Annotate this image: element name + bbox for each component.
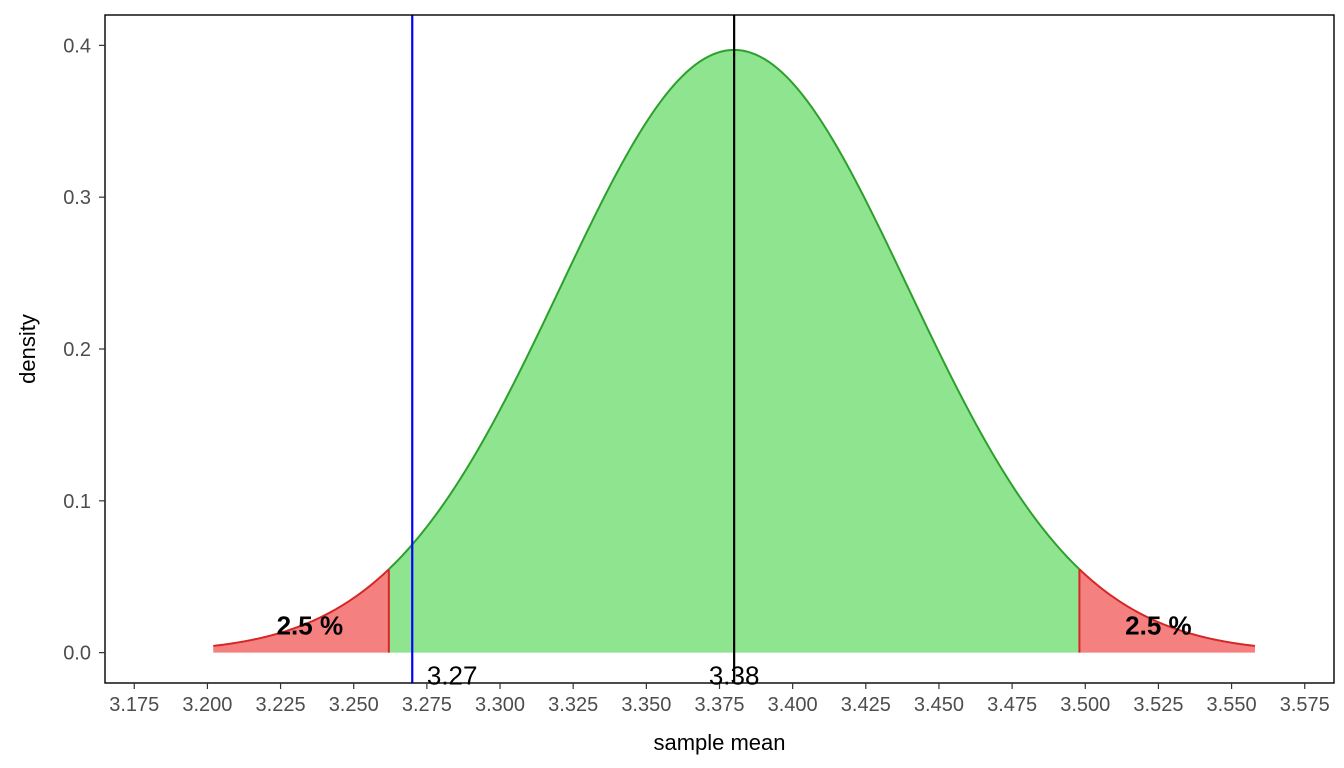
y-tick-label: 0.3 — [63, 187, 91, 209]
y-tick-label: 0.4 — [63, 35, 91, 57]
left-pct-label: 2.5 % — [277, 610, 344, 640]
vline-sample-label: 3.27 — [427, 661, 478, 691]
x-tick-label: 3.550 — [1207, 694, 1257, 716]
x-tick-label: 3.350 — [621, 694, 671, 716]
x-tick-label: 3.275 — [402, 694, 452, 716]
x-tick-label: 3.450 — [914, 694, 964, 716]
x-tick-label: 3.200 — [182, 694, 232, 716]
x-tick-label: 3.525 — [1133, 694, 1183, 716]
x-tick-label: 3.475 — [987, 694, 1037, 716]
x-tick-label: 3.425 — [841, 694, 891, 716]
y-axis-label: density — [15, 314, 40, 384]
y-tick-label: 0.0 — [63, 643, 91, 665]
x-axis-label: sample mean — [653, 730, 785, 755]
y-tick-label: 0.1 — [63, 491, 91, 513]
x-tick-label: 3.500 — [1060, 694, 1110, 716]
x-tick-label: 3.575 — [1280, 694, 1330, 716]
density-chart: 2.5 % 2.5 % 3.175 3.200 3.225 3.250 3.275 3.300… — [0, 0, 1344, 768]
chart-svg: 2.5 % 2.5 % 3.175 3.200 3.225 3.250 3.275 3.300… — [0, 0, 1344, 768]
vline-mean-label: 3.38 — [709, 661, 760, 691]
x-tick-label: 3.300 — [475, 694, 525, 716]
x-tick-label: 3.375 — [694, 694, 744, 716]
x-tick-label: 3.250 — [329, 694, 379, 716]
x-tick-label: 3.400 — [768, 694, 818, 716]
x-tick-label: 3.325 — [548, 694, 598, 716]
x-tick-label: 3.175 — [109, 694, 159, 716]
y-tick-label: 0.2 — [63, 339, 91, 361]
right-pct-label: 2.5 % — [1125, 610, 1192, 640]
x-tick-label: 3.225 — [256, 694, 306, 716]
